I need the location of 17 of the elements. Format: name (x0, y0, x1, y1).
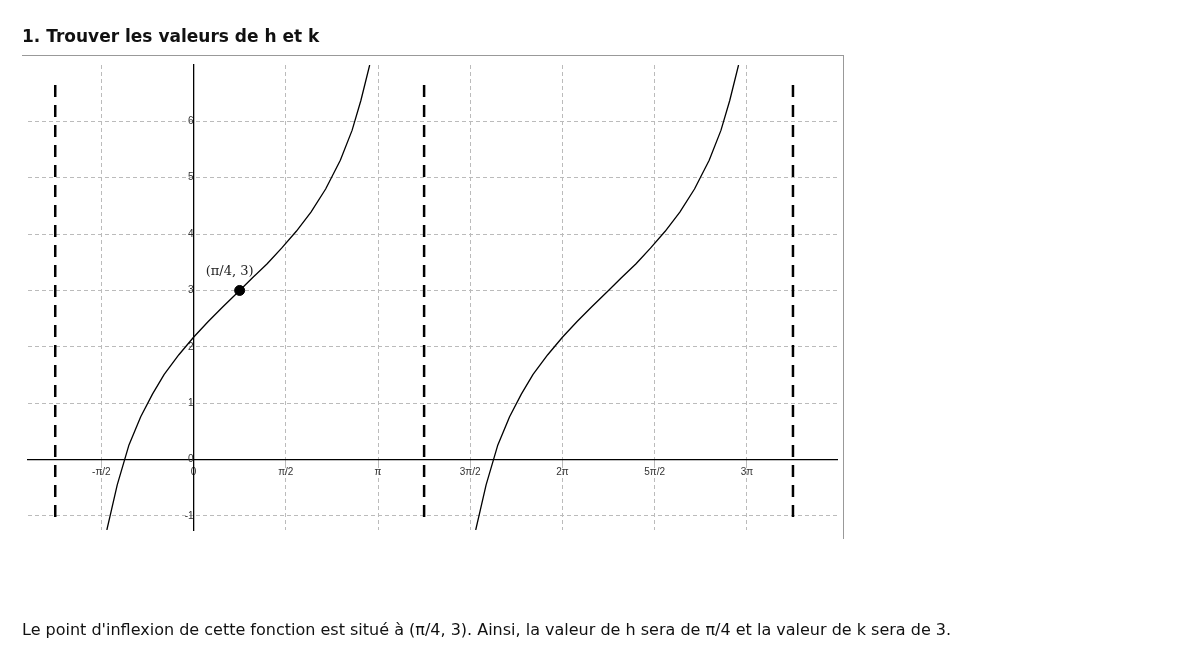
x-tick-label: 3π/2 (459, 466, 482, 478)
y-tick-label: 6 (187, 115, 194, 127)
text: Le point d'inflexion de cette fonction est situé à (π/4, 3). Ainsi, la valeur de h sera de π/4 et la valeur de k sera de 3. (22, 620, 952, 639)
x-tick-label: 2π (556, 466, 569, 478)
annotation: (π/4, 3) (205, 263, 254, 279)
x-tick-label: 5π/2 (644, 466, 666, 478)
x-tick-label: -π/2 (92, 466, 112, 478)
x-tick-label: π (374, 466, 382, 478)
y-tick-label: 1 (187, 396, 194, 408)
chart-title: 1. Trouver les valeurs de h et k (22, 26, 320, 46)
x-tick-label: 3π (740, 466, 754, 478)
y-tick-label: 5 (187, 171, 194, 183)
y-tick-label: 0 (187, 453, 194, 465)
y-tick-label: 3 (187, 284, 194, 296)
y-tick-label: -1 (184, 509, 194, 521)
x-tick-label: π/2 (278, 466, 294, 478)
y-tick-label: 2 (187, 340, 194, 352)
